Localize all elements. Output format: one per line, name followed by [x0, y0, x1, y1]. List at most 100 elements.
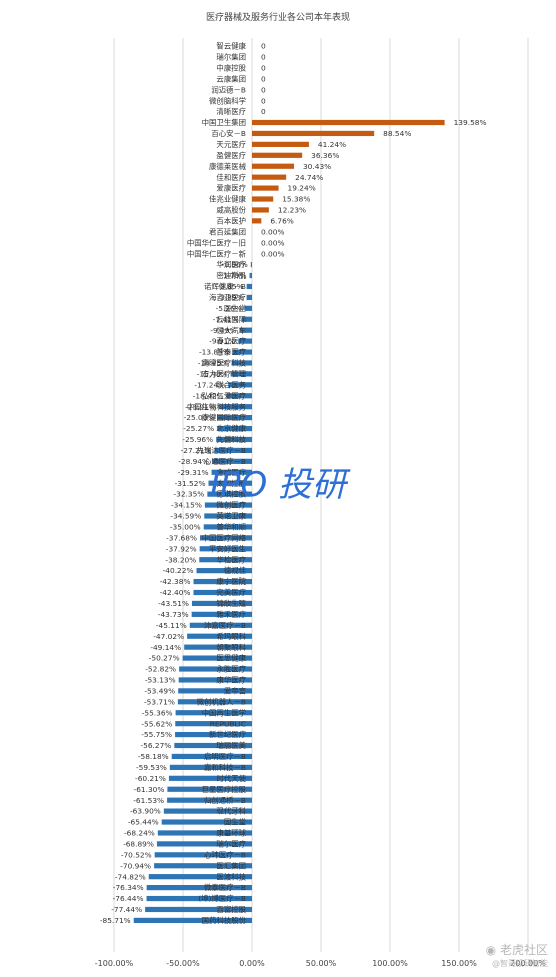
bar — [163, 808, 252, 814]
bar — [148, 874, 252, 880]
value-label: -40.22% — [163, 566, 194, 575]
category-label: 瑞尔集团 — [216, 53, 246, 62]
bar — [154, 863, 252, 869]
value-label: 36.36% — [311, 151, 339, 160]
category-label: 佳兆业健康 — [209, 195, 247, 204]
value-label: -9.09% — [210, 326, 236, 335]
value-label: -42.40% — [160, 588, 191, 597]
value-label: 6.76% — [270, 216, 293, 225]
bar — [252, 163, 294, 169]
category-label: 朝聚眼科 — [216, 643, 246, 652]
value-label: -27.21% — [181, 446, 212, 455]
category-label: 现代牙科 — [216, 807, 246, 816]
bar — [250, 262, 252, 268]
category-label: 康德莱医械 — [209, 162, 247, 171]
value-label: -9.91% — [209, 337, 235, 346]
bar — [231, 360, 252, 366]
value-label: -74.82% — [115, 872, 146, 881]
value-label: -70.94% — [120, 861, 151, 870]
category-label: 诺辉健康－B — [204, 282, 246, 291]
bar — [244, 305, 252, 311]
category-label: 完美医疗 — [216, 588, 246, 597]
bar — [246, 283, 252, 290]
bar — [146, 885, 252, 891]
category-label: 先瑞达医疗－B — [197, 446, 246, 455]
category-label: 联合医务 — [216, 380, 246, 389]
category-label: 德琪控股 — [216, 490, 246, 499]
category-label: 恒大汽车 — [216, 326, 246, 335]
bar — [208, 480, 252, 486]
category-label: 医思健康 — [216, 654, 246, 663]
category-label: 清晰医疗 — [216, 107, 246, 116]
x-axis-ticks: -100.00% -50.00% 0.00% 50.00% 100.00% 150.00%… — [95, 959, 546, 968]
bar — [199, 546, 252, 552]
bar — [178, 677, 252, 683]
category-label: 中国卫生集团 — [202, 118, 246, 127]
value-label: -37.68% — [166, 533, 197, 542]
bar — [204, 513, 252, 519]
bar — [252, 174, 287, 180]
value-label: -76.44% — [113, 894, 144, 903]
value-label: 30.43% — [303, 162, 331, 171]
bar — [167, 797, 252, 803]
value-label: -55.75% — [141, 730, 172, 739]
bar — [193, 578, 252, 585]
value-label: -63.90% — [130, 807, 161, 816]
category-label: 嘉和科技－B — [204, 763, 246, 772]
bar — [189, 622, 252, 628]
category-label: 中国生物科技服务 — [187, 402, 247, 411]
value-label: -55.36% — [142, 708, 173, 717]
bar — [226, 393, 252, 399]
category-label: 希玛眼科 — [216, 632, 246, 641]
value-label: 139.58% — [454, 118, 487, 127]
category-label: 瑞丽医美 — [216, 741, 246, 750]
value-label: 0 — [261, 42, 266, 51]
category-label: 中国华仁医疗－旧 — [187, 238, 246, 247]
value-label: -42.38% — [160, 577, 191, 586]
value-labels: 0000000139.58%88.54%41.24%36.36%30.43%24… — [100, 42, 487, 925]
bar — [216, 436, 252, 443]
bar — [249, 272, 252, 279]
value-label: -68.24% — [124, 829, 155, 838]
category-label: 春立医疗 — [216, 337, 246, 346]
category-label: 瑞尔医疗 — [216, 839, 246, 848]
value-label: -17.24% — [194, 380, 225, 389]
category-label: 太和控股 — [216, 479, 246, 488]
value-label: -3.89% — [217, 293, 243, 302]
value-label: -5.26% — [216, 304, 242, 313]
bar — [156, 841, 252, 847]
bar — [154, 852, 252, 858]
x-tick-label: -100.00% — [95, 959, 134, 968]
category-label: 百富控股 — [216, 905, 246, 914]
value-label: -61.30% — [134, 785, 165, 794]
value-label: -25.27% — [183, 424, 214, 433]
value-label: 88.54% — [383, 129, 411, 138]
value-label: -25.00% — [184, 413, 215, 422]
value-label: -55.62% — [141, 719, 172, 728]
bar — [252, 218, 262, 224]
bar — [168, 775, 252, 781]
category-label: 润迈德－B — [211, 85, 246, 94]
bar — [238, 338, 252, 344]
bar — [252, 196, 274, 202]
category-label: 中国华仁医疗－新 — [187, 249, 247, 258]
value-label: -60.21% — [135, 774, 166, 783]
category-label: 永胜医疗 — [216, 665, 246, 674]
value-label: -1.79% — [220, 271, 246, 280]
x-tick-label: 100.00% — [372, 959, 408, 968]
bar — [175, 710, 252, 716]
category-label: 康基环球 — [216, 829, 246, 838]
value-label: -49.14% — [150, 643, 181, 652]
value-label: -25.96% — [182, 435, 213, 444]
bar — [182, 655, 252, 661]
category-label: 心玮医疗－B — [204, 850, 246, 859]
category-label: 云康集团 — [216, 74, 246, 83]
value-label: -3.85% — [218, 282, 244, 291]
value-label: 0 — [261, 63, 266, 72]
bar — [228, 382, 252, 388]
corner-watermark: ◉ 老虎社区 @智哥投研智能 — [486, 941, 548, 969]
category-label: 平安好医生 — [209, 544, 246, 553]
category-label: 威高股份 — [216, 206, 246, 215]
value-label: -53.49% — [144, 686, 175, 695]
